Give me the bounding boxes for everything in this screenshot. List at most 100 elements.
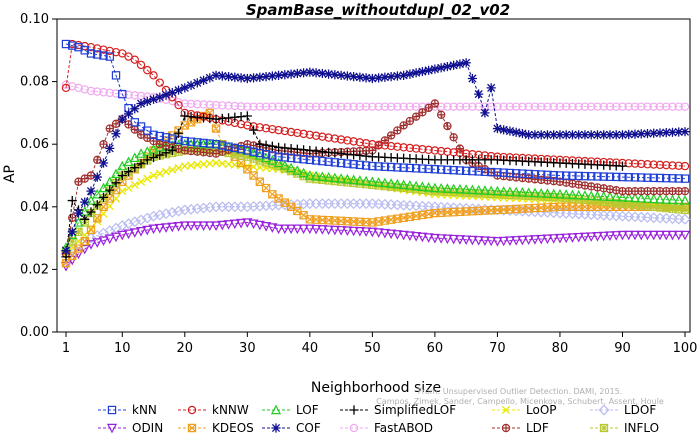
data-point-cof [474,89,484,99]
data-point-odin [536,234,547,245]
data-point-simplifiedlof [86,207,96,217]
data-point-knnw [436,146,446,156]
data-point-knn [255,148,265,158]
data-point-knn [343,159,352,168]
data-point-cof [286,69,296,79]
y-tick-label: 0.00 [20,325,49,340]
data-point-knn [486,167,496,177]
data-point-cof [411,68,421,78]
data-point-fastabod [293,102,302,111]
data-point-odin [648,230,659,241]
data-point-odin [561,233,572,244]
data-point-knnw [643,160,652,169]
data-point-simplifiedlof [155,150,165,160]
data-point-fastabod [361,102,371,111]
data-point-cof [248,73,259,83]
data-point-simplifiedlof [123,166,134,177]
data-point-fastabod [461,102,471,111]
data-point-knn [349,160,358,169]
data-point-knnw [380,141,390,150]
data-point-knnw [374,140,383,150]
legend-entry-knn: kNN [98,403,157,417]
data-point-knnw [399,143,408,152]
data-point-knn [111,71,121,80]
data-point-fastabod [230,101,240,111]
data-point-knn [243,146,252,155]
data-point-cof [492,123,503,134]
data-point-fastabod [680,102,690,111]
data-point-knnw [411,144,421,153]
data-point-fastabod [530,102,540,111]
data-point-fastabod [324,102,333,111]
data-point-odin [567,233,578,243]
data-point-cof [105,143,115,153]
x-tick-label: 50 [364,341,381,356]
data-point-lof [529,187,541,198]
data-point-lof [623,192,634,202]
watermark-line-2: Campos, Zimek, Sander, Campello, Micenko… [376,397,664,406]
legend-marker-knnw [187,405,197,415]
data-point-knnw [637,159,646,169]
data-point-inflo [68,237,77,246]
data-point-lof [198,138,209,149]
data-point-knn [587,172,596,181]
data-point-knn [318,156,327,166]
data-point-lof [98,182,109,193]
data-point-knn [468,166,477,176]
data-point-odin [242,218,253,228]
data-point-fastabod [249,102,258,111]
data-point-lof [523,187,534,197]
data-point-ldf [405,116,415,126]
data-point-fastabod [318,102,327,111]
x-tick-label: 1 [62,341,70,356]
data-point-fastabod [180,99,189,108]
data-point-lof [398,179,409,190]
data-point-knn [461,166,471,176]
data-point-odin [673,230,684,241]
data-point-cof [611,130,621,140]
legend-entry-odin: ODIN [98,421,163,434]
data-point-knnw [630,159,640,168]
data-point-knn [511,169,521,178]
data-point-lof [267,155,278,165]
data-point-knnw [355,138,365,147]
data-point-cof [223,71,234,82]
data-point-kdeos [86,225,96,234]
data-point-cof [192,78,202,88]
data-point-fastabod [243,102,252,111]
data-point-ldof [148,210,159,222]
data-point-fastabod [612,102,621,111]
data-point-odin [317,225,328,235]
data-point-odin [517,235,528,246]
data-point-fastabod [637,102,646,111]
data-point-cof [561,130,571,140]
data-point-odin [267,223,278,233]
data-point-odin [436,234,447,244]
data-point-knnw [430,146,440,155]
data-point-knn [211,140,221,149]
data-point-ldof [154,209,166,221]
data-point-knn [199,138,208,148]
data-point-simplifiedlof [242,111,252,121]
data-point-fastabod [393,102,402,111]
legend-label-ldof: LDOF [624,403,656,417]
data-point-fastabod [649,102,658,111]
data-point-knnw [174,100,183,110]
data-point-fastabod [630,102,640,111]
data-point-knn [549,170,558,180]
data-point-knn [205,139,215,148]
data-point-odin [229,219,240,230]
data-point-lof [492,185,503,196]
data-point-odin [392,230,403,240]
data-point-fastabod [355,102,365,111]
y-axis-label: AP [2,165,18,183]
data-point-kdeos [61,258,71,268]
data-point-cof [217,71,227,81]
data-point-lof [486,185,497,196]
data-point-fastabod [468,102,477,111]
data-point-lof [454,183,466,194]
legend-label-ldf: LDF [526,421,549,434]
legend-label-fastabod: FastABOD [374,421,433,434]
data-point-inflo [255,156,264,165]
